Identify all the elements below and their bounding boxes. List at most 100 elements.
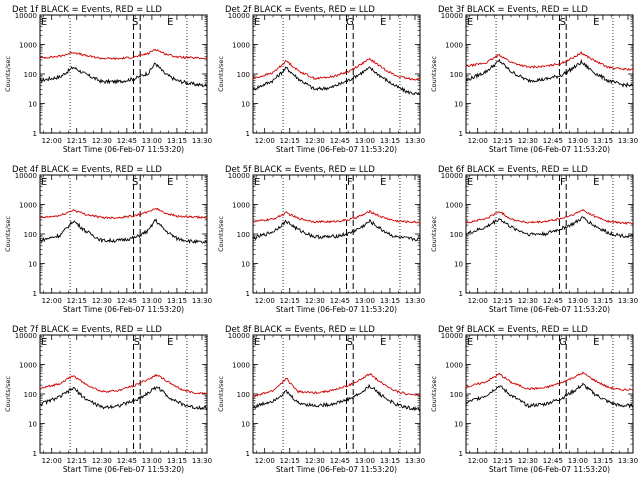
y-tick-label: 100 [450,391,463,399]
y-tick-label: 1 [246,450,250,458]
y-tick-label: 1 [33,450,37,458]
x-tick-label: 12:00 [468,137,488,145]
y-tick-label: 1000 [232,42,250,50]
x-tick-label: 12:45 [330,457,350,465]
y-tick-label: 10 [241,421,250,429]
y-tick-label: 10000 [228,332,250,340]
marker-label: E [380,17,386,28]
y-tick-label: 10000 [441,332,463,340]
series-line-events [252,66,421,96]
marker-label: S [560,17,566,28]
y-tick-label: 1 [246,130,250,138]
chart-title: Det 8f BLACK = Events, RED = LLD [225,325,375,335]
x-tick-label: 12:00 [42,137,62,145]
x-tick-label: 12:00 [468,457,488,465]
x-axis-label: Start Time (06-Feb-07 11:53:20) [276,465,397,474]
y-tick-label: 10000 [228,172,250,180]
chart-panel-5: Det 5f BLACK = Events, RED = LLD 1 10 100 10… [217,165,425,314]
marker-label: S [132,177,138,188]
y-tick-label: 100 [24,391,37,399]
marker-label: E [167,177,173,188]
x-tick-label: 13:00 [142,297,162,305]
x-tick-label: 13:15 [167,457,187,465]
marker-label: E [467,177,473,188]
x-tick-label: 12:45 [543,297,563,305]
y-tick-label: 1000 [445,202,463,210]
y-tick-label: 10 [28,101,37,109]
x-tick-label: 12:15 [280,137,300,145]
x-tick-label: 13:00 [355,137,375,145]
marker-label: E [593,17,599,28]
y-axis-label: Counts/sec [430,216,438,252]
y-tick-label: 10000 [15,172,37,180]
y-tick-label: 1000 [445,362,463,370]
x-tick-label: 12:45 [330,297,350,305]
x-tick-label: 12:45 [117,297,137,305]
y-axis-label: Counts/sec [4,216,12,252]
y-axis-label: Counts/sec [217,376,225,412]
y-tick-label: 1 [459,130,463,138]
x-tick-label: 12:30 [92,137,112,145]
x-tick-label: 13:00 [142,457,162,465]
y-axis-label: Counts/sec [4,56,12,92]
x-tick-label: 13:15 [167,297,187,305]
y-tick-label: 1000 [19,202,37,210]
x-tick-label: 13:30 [192,297,212,305]
marker-label: G [559,337,567,348]
marker-label: E [254,177,260,188]
marker-label: E [167,337,173,348]
y-tick-label: 1000 [445,42,463,50]
marker-label: E [467,17,473,28]
x-tick-label: 13:00 [142,137,162,145]
x-tick-label: 13:30 [618,137,638,145]
series-line-events [39,385,208,411]
x-axis-label: Start Time (06-Feb-07 11:53:20) [63,145,184,154]
x-axis-label: Start Time (06-Feb-07 11:53:20) [489,145,610,154]
y-tick-label: 100 [24,71,37,79]
chart-title: Det 7f BLACK = Events, RED = LLD [12,325,162,335]
x-tick-label: 13:15 [593,297,613,305]
series-line-events [465,58,634,88]
x-tick-label: 13:15 [167,137,187,145]
x-tick-label: 13:30 [192,457,212,465]
y-axis-label: Counts/sec [4,376,12,412]
x-tick-label: 12:30 [92,457,112,465]
chart-title: Det 4f BLACK = Events, RED = LLD [12,165,162,175]
series-line-events [465,382,634,409]
y-tick-label: 100 [237,71,250,79]
marker-label: E [254,337,260,348]
x-tick-label: 12:45 [543,137,563,145]
series-line-events [39,218,208,245]
marker-label: E [380,337,386,348]
chart-panel-3: Det 3f BLACK = Events, RED = LLD 1 10 100 10… [430,5,638,154]
chart-title: Det 2f BLACK = Events, RED = LLD [225,5,375,15]
y-tick-label: 10000 [441,172,463,180]
plot-frame [252,334,421,454]
x-tick-label: 12:15 [493,457,513,465]
marker-label: E [41,177,47,188]
x-tick-label: 12:30 [518,457,538,465]
y-tick-label: 10 [28,421,37,429]
chart-panel-7: Det 7f BLACK = Events, RED = LLD 1 10 100 10… [4,325,212,474]
x-tick-label: 12:30 [518,297,538,305]
x-axis-label: Start Time (06-Feb-07 11:53:20) [489,465,610,474]
x-tick-label: 12:30 [305,457,325,465]
x-tick-label: 12:30 [92,297,112,305]
series-line-lld [39,373,208,395]
chart-panel-8: Det 8f BLACK = Events, RED = LLD 1 10 100 10… [217,325,425,474]
marker-label: S [134,337,140,348]
chart-title: Det 3f BLACK = Events, RED = LLD [438,5,588,15]
marker-label: S [132,17,138,28]
y-tick-label: 100 [237,391,250,399]
x-tick-label: 12:15 [67,297,87,305]
x-axis-label: Start Time (06-Feb-07 11:53:20) [276,305,397,314]
x-tick-label: 12:45 [117,457,137,465]
marker-label: F [560,177,566,188]
x-tick-label: 13:00 [355,457,375,465]
x-tick-label: 13:15 [380,457,400,465]
chart-panel-1: Det 1f BLACK = Events, RED = LLD 1 10 100 10… [4,5,212,154]
x-tick-label: 13:15 [593,137,613,145]
x-tick-label: 12:00 [255,297,275,305]
